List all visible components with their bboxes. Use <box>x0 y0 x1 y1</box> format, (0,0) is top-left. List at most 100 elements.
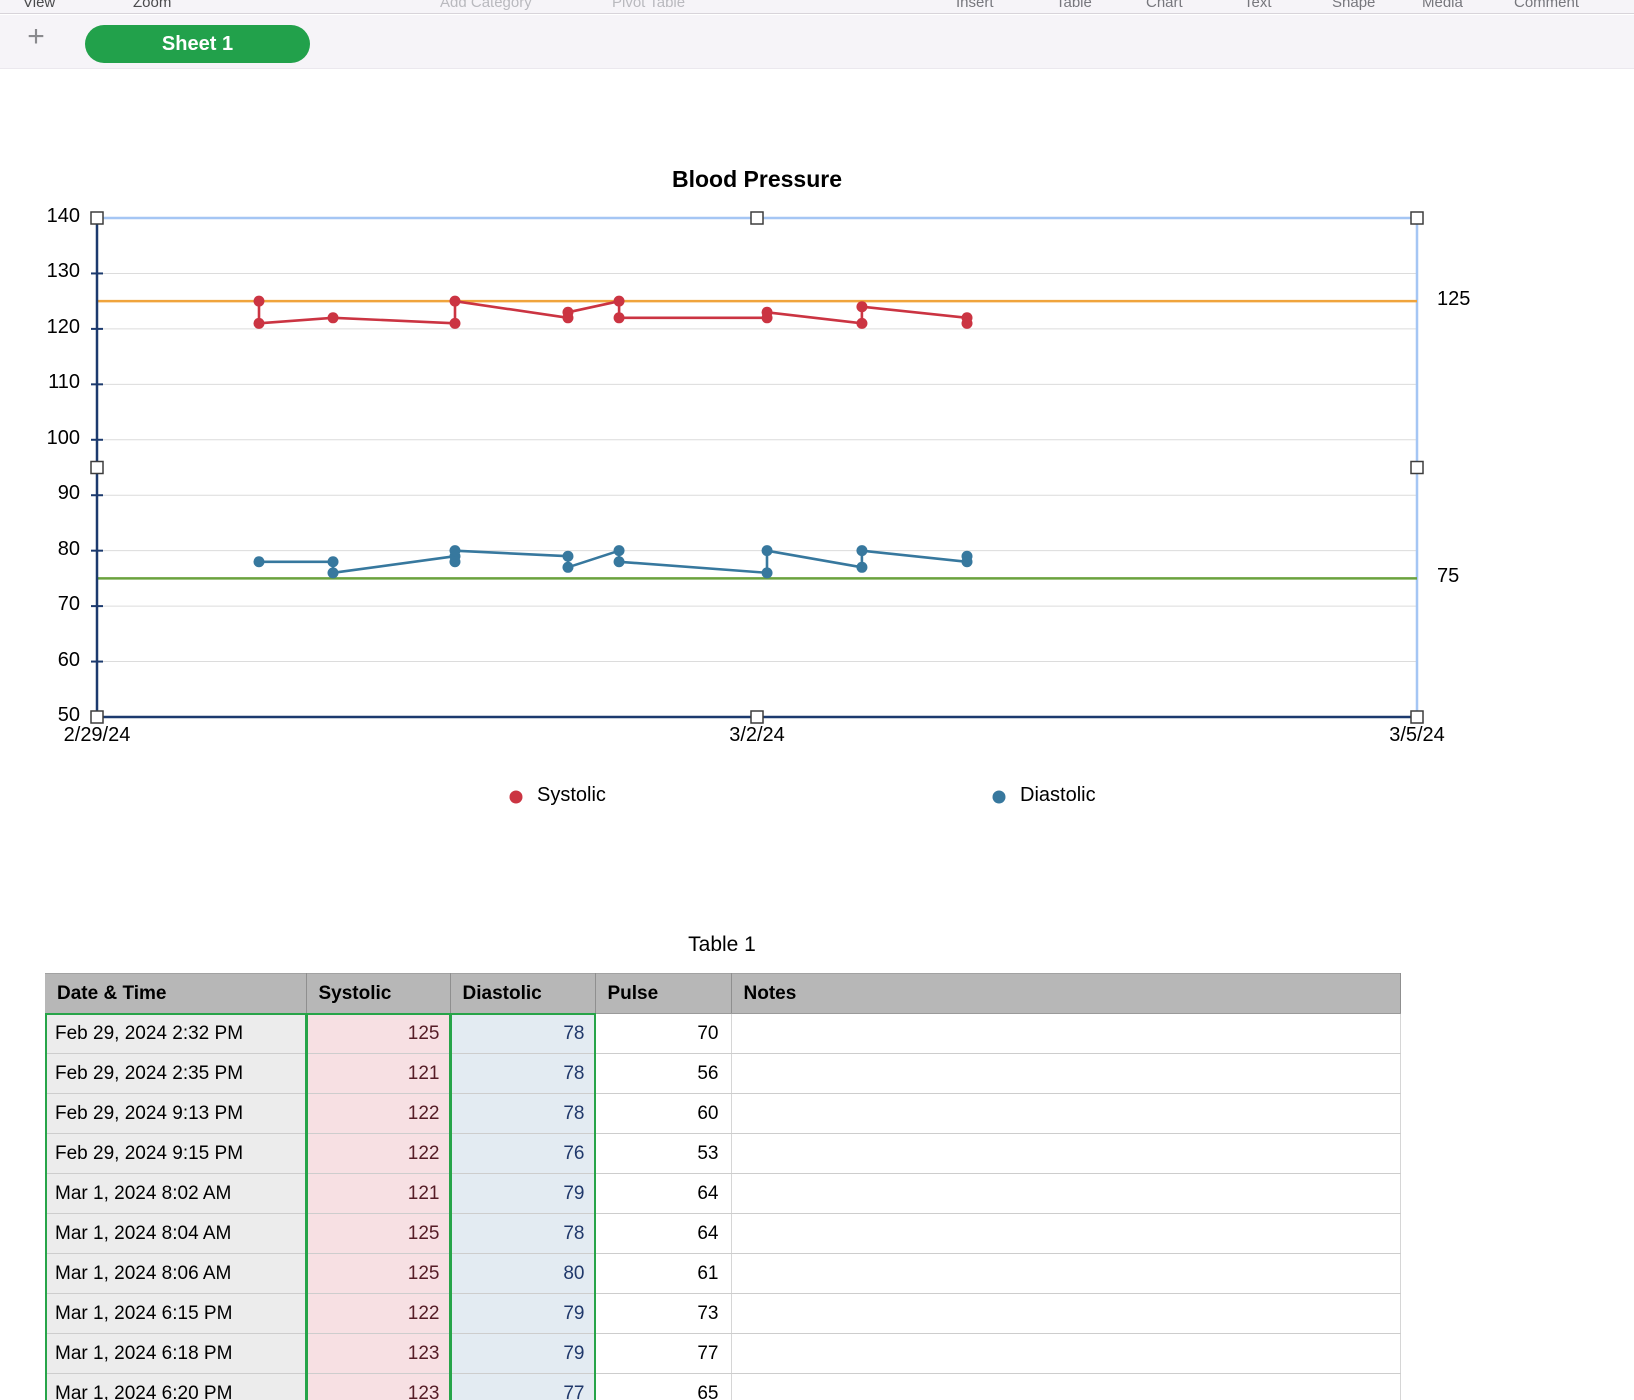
selection-handle-0[interactable] <box>90 211 104 225</box>
column-header-diastolic[interactable]: Diastolic <box>450 973 596 1014</box>
data-point-diastolic-78[interactable] <box>613 556 625 568</box>
data-point-diastolic-80[interactable] <box>856 545 868 557</box>
cell-systolic-row2[interactable]: 121 <box>306 1053 451 1094</box>
cell-pulse-row1[interactable]: 70 <box>595 1013 732 1054</box>
cell-pulse-row8[interactable]: 73 <box>595 1293 732 1334</box>
cell-datetime-row1[interactable]: Feb 29, 2024 2:32 PM <box>45 1013 307 1054</box>
data-point-diastolic-80[interactable] <box>449 545 461 557</box>
cell-datetime-row8[interactable]: Mar 1, 2024 6:15 PM <box>45 1293 307 1334</box>
cell-pulse-row10[interactable]: 65 <box>595 1373 732 1400</box>
data-point-diastolic-78[interactable] <box>961 556 973 568</box>
cell-systolic-row10[interactable]: 123 <box>306 1373 451 1400</box>
data-point-diastolic-80[interactable] <box>761 545 773 557</box>
cell-notes-row2[interactable] <box>731 1053 1401 1094</box>
selection-handle-2[interactable] <box>1410 211 1424 225</box>
column-header-systolic[interactable]: Systolic <box>306 973 451 1014</box>
cell-notes-row8[interactable] <box>731 1293 1401 1334</box>
cell-datetime-row9[interactable]: Mar 1, 2024 6:18 PM <box>45 1333 307 1374</box>
cell-diastolic-row8[interactable]: 79 <box>450 1293 596 1334</box>
data-point-systolic-124[interactable] <box>856 301 868 313</box>
cell-notes-row7[interactable] <box>731 1253 1401 1294</box>
column-header-date-time[interactable]: Date & Time <box>45 973 307 1014</box>
toolbar-item-comment[interactable]: Comment <box>1514 0 1580 11</box>
selection-handle-5[interactable] <box>90 710 104 724</box>
cell-systolic-row8[interactable]: 122 <box>306 1293 451 1334</box>
sheet-tab-active[interactable]: Sheet 1 <box>85 25 310 63</box>
toolbar-item-table[interactable]: Table <box>1056 0 1092 11</box>
toolbar-item-zoom[interactable]: Zoom <box>133 0 172 11</box>
cell-pulse-row5[interactable]: 64 <box>595 1173 732 1214</box>
cell-pulse-row7[interactable]: 61 <box>595 1253 732 1294</box>
toolbar-item-chart[interactable]: Chart <box>1146 0 1183 11</box>
cell-notes-row9[interactable] <box>731 1333 1401 1374</box>
column-header-pulse[interactable]: Pulse <box>595 973 732 1014</box>
data-point-systolic-123[interactable] <box>562 306 574 318</box>
selection-handle-4[interactable] <box>1410 460 1424 475</box>
data-point-systolic-125[interactable] <box>613 295 625 307</box>
data-point-systolic-121[interactable] <box>961 317 973 329</box>
cell-notes-row5[interactable] <box>731 1173 1401 1214</box>
cell-pulse-row6[interactable]: 64 <box>595 1213 732 1254</box>
data-point-diastolic-77[interactable] <box>856 561 868 573</box>
cell-notes-row3[interactable] <box>731 1093 1401 1134</box>
toolbar-item-insert[interactable]: Insert <box>956 0 994 11</box>
data-point-diastolic-79[interactable] <box>449 550 461 562</box>
cell-notes-row6[interactable] <box>731 1213 1401 1254</box>
cell-systolic-row9[interactable]: 123 <box>306 1333 451 1374</box>
cell-systolic-row3[interactable]: 122 <box>306 1093 451 1134</box>
cell-datetime-row4[interactable]: Feb 29, 2024 9:15 PM <box>45 1133 307 1174</box>
data-point-systolic-122[interactable] <box>961 312 973 324</box>
cell-notes-row1[interactable] <box>731 1013 1401 1054</box>
selection-handle-7[interactable] <box>1410 710 1424 724</box>
cell-diastolic-row6[interactable]: 78 <box>450 1213 596 1254</box>
cell-diastolic-row9[interactable]: 79 <box>450 1333 596 1374</box>
column-header-notes[interactable]: Notes <box>731 973 1401 1014</box>
cell-notes-row4[interactable] <box>731 1133 1401 1174</box>
data-point-systolic-125[interactable] <box>253 295 265 307</box>
data-point-systolic-122[interactable] <box>613 312 625 324</box>
selection-handle-1[interactable] <box>750 211 764 225</box>
data-point-diastolic-76[interactable] <box>761 567 773 579</box>
selection-handle-6[interactable] <box>750 710 764 724</box>
data-point-systolic-122[interactable] <box>327 312 339 324</box>
cell-systolic-row7[interactable]: 125 <box>306 1253 451 1294</box>
cell-datetime-row10[interactable]: Mar 1, 2024 6:20 PM <box>45 1373 307 1400</box>
add-sheet-button[interactable]: + <box>27 20 45 53</box>
toolbar-item-media[interactable]: Media <box>1422 0 1463 11</box>
cell-datetime-row3[interactable]: Feb 29, 2024 9:13 PM <box>45 1093 307 1134</box>
toolbar-item-text[interactable]: Text <box>1244 0 1272 11</box>
toolbar-item-view[interactable]: View <box>23 0 56 11</box>
cell-pulse-row2[interactable]: 56 <box>595 1053 732 1094</box>
cell-datetime-row7[interactable]: Mar 1, 2024 8:06 AM <box>45 1253 307 1294</box>
toolbar-item-shape[interactable]: Shape <box>1332 0 1376 11</box>
data-table[interactable]: Date & Time Systolic Diastolic Pulse Notes F… <box>45 973 1401 1400</box>
cell-pulse-row4[interactable]: 53 <box>595 1133 732 1174</box>
data-point-systolic-121[interactable] <box>856 317 868 329</box>
cell-diastolic-row4[interactable]: 76 <box>450 1133 596 1174</box>
cell-diastolic-row7[interactable]: 80 <box>450 1253 596 1294</box>
data-point-systolic-125[interactable] <box>449 295 461 307</box>
cell-systolic-row6[interactable]: 125 <box>306 1213 451 1254</box>
data-point-diastolic-80[interactable] <box>613 545 625 557</box>
cell-pulse-row9[interactable]: 77 <box>595 1333 732 1374</box>
data-point-systolic-121[interactable] <box>253 317 265 329</box>
selection-handle-3[interactable] <box>90 460 104 475</box>
data-point-systolic-123[interactable] <box>761 306 773 318</box>
cell-datetime-row6[interactable]: Mar 1, 2024 8:04 AM <box>45 1213 307 1254</box>
legend-item-diastolic[interactable]: Diastolic <box>1020 784 1096 806</box>
data-point-diastolic-79[interactable] <box>562 550 574 562</box>
data-point-diastolic-76[interactable] <box>327 567 339 579</box>
cell-diastolic-row3[interactable]: 78 <box>450 1093 596 1134</box>
cell-systolic-row4[interactable]: 122 <box>306 1133 451 1174</box>
cell-datetime-row5[interactable]: Mar 1, 2024 8:02 AM <box>45 1173 307 1214</box>
data-point-diastolic-78[interactable] <box>449 556 461 568</box>
data-point-diastolic-78[interactable] <box>253 556 265 568</box>
cell-pulse-row3[interactable]: 60 <box>595 1093 732 1134</box>
cell-systolic-row1[interactable]: 125 <box>306 1013 451 1054</box>
data-point-diastolic-78[interactable] <box>327 556 339 568</box>
data-point-systolic-122[interactable] <box>562 312 574 324</box>
cell-diastolic-row2[interactable]: 78 <box>450 1053 596 1094</box>
data-point-diastolic-77[interactable] <box>562 561 574 573</box>
cell-diastolic-row1[interactable]: 78 <box>450 1013 596 1054</box>
data-point-diastolic-79[interactable] <box>961 550 973 562</box>
